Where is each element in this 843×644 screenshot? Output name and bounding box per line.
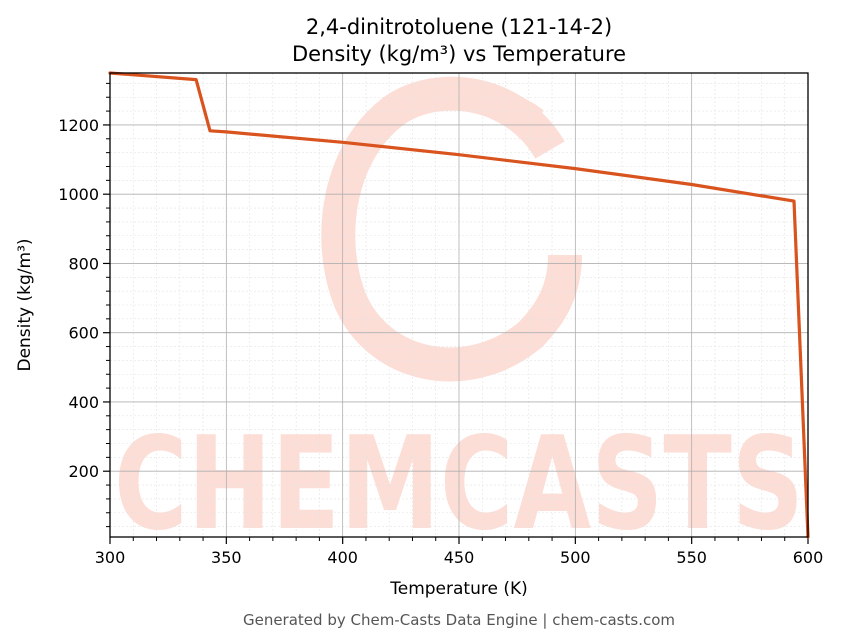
- footer-credit: Generated by Chem-Casts Data Engine | ch…: [243, 611, 675, 629]
- x-axis-label: Temperature (K): [389, 579, 528, 599]
- chart-subtitle: Density (kg/m³) vs Temperature: [292, 42, 626, 66]
- x-tick-label: 550: [676, 548, 707, 567]
- x-tick-label: 600: [793, 548, 824, 567]
- y-axis-label: Density (kg/m³): [15, 238, 35, 371]
- chart-title: 2,4-dinitrotoluene (121-14-2): [306, 15, 612, 39]
- x-tick-label: 450: [444, 548, 475, 567]
- y-tick-label: 1000: [58, 185, 99, 204]
- x-tick-label: 500: [560, 548, 591, 567]
- x-tick-label: 300: [95, 548, 126, 567]
- y-tick-label: 200: [68, 462, 99, 481]
- axis-ticks: 300 350 400 450 500 550 600 200 400 600 800 1000 120…: [58, 82, 824, 567]
- density-series-line: [108, 71, 810, 539]
- x-tick-label: 350: [211, 548, 242, 567]
- y-tick-label: 600: [68, 324, 99, 343]
- series-layer: [108, 71, 810, 539]
- axes-frame: [109, 72, 809, 538]
- y-tick-label: 400: [68, 393, 99, 412]
- grid: [109, 73, 809, 537]
- y-tick-label: 800: [68, 254, 99, 273]
- y-tick-label: 1200: [58, 116, 99, 135]
- x-tick-label: 400: [327, 548, 358, 567]
